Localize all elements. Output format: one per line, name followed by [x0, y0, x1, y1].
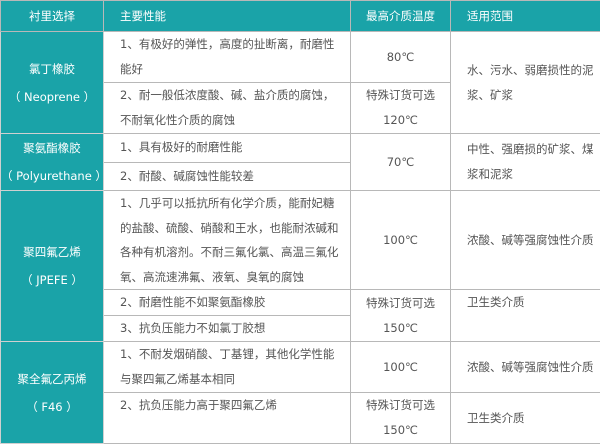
temperature-cell: 100℃	[351, 191, 451, 290]
header-application: 适用范围	[451, 1, 600, 32]
temp-note: 特殊订货可选	[351, 83, 450, 108]
temperature-cell: 70℃	[351, 134, 451, 191]
material-code: （ JPEFE ）	[1, 266, 103, 294]
application-cell: 浓酸、碱等强腐蚀性介质	[451, 191, 600, 290]
property-cell: 2、抗负压能力高于聚四氟乙烯	[104, 393, 351, 444]
property-cell: 1、具有极好的耐磨性能	[104, 134, 351, 163]
table-row: 氯丁橡胶（ Neoprene ） 1、有极好的弹性，高度的扯断离，耐磨性能好 8…	[1, 32, 600, 83]
header-temperature: 最高介质温度	[351, 1, 451, 32]
material-cell: 聚氨酯橡胶（ Polyurethane ）	[1, 134, 104, 191]
material-code: （ F46 ）	[1, 393, 103, 421]
temp-note: 特殊订货可选	[351, 291, 450, 316]
property-cell: 3、抗负压能力不如氯丁胶想	[104, 316, 351, 342]
property-cell: 2、耐酸、碱腐蚀性能较差	[104, 162, 351, 191]
temp-value: 150℃	[351, 418, 450, 443]
table-row: 聚氨酯橡胶（ Polyurethane ） 1、具有极好的耐磨性能 70℃ 中性…	[1, 134, 600, 163]
material-cell: 聚全氟乙丙烯（ F46 ）	[1, 342, 104, 444]
application-cell: 水、污水、弱磨损性的泥浆、矿浆	[451, 32, 600, 134]
material-code: （ Neoprene ）	[1, 83, 103, 111]
material-cell: 聚四氟乙烯（ JPEFE ）	[1, 191, 104, 342]
table-row: 聚四氟乙烯（ JPEFE ） 1、几乎可以抵抗所有化学介质，能耐妃糖的盐酸、硫酸…	[1, 191, 600, 290]
application-cell: 浓酸、碱等强腐蚀性介质	[451, 342, 600, 393]
property-cell: 1、不耐发烟硝酸、丁基锂，其他化学性能与聚四氟乙烯基本相同	[104, 342, 351, 393]
material-cell: 氯丁橡胶（ Neoprene ）	[1, 32, 104, 134]
temperature-cell: 100℃	[351, 342, 451, 393]
property-cell: 1、有极好的弹性，高度的扯断离，耐磨性能好	[104, 32, 351, 83]
temp-note: 特殊订货可选	[351, 393, 450, 418]
material-name: 聚全氟乙丙烯	[1, 365, 103, 393]
application-cell: 中性、强磨损的矿浆、煤浆和泥浆	[451, 134, 600, 191]
temperature-cell: 80℃	[351, 32, 451, 83]
header-row: 衬里选择 主要性能 最高介质温度 适用范围	[1, 1, 600, 32]
material-name: 聚四氟乙烯	[1, 238, 103, 266]
property-cell: 1、几乎可以抵抗所有化学介质，能耐妃糖的盐酸、硫酸、硝酸和王水，也能耐浓碱和各种…	[104, 191, 351, 290]
property-cell: 2、耐磨性能不如聚氨酯橡胶	[104, 290, 351, 316]
header-lining: 衬里选择	[1, 1, 104, 32]
material-name: 聚氨酯橡胶	[1, 134, 103, 162]
material-code: （ Polyurethane ）	[1, 162, 103, 190]
temp-value: 120℃	[351, 108, 450, 133]
header-properties: 主要性能	[104, 1, 351, 32]
property-cell: 2、耐一般低浓度酸、碱、盐介质的腐蚀，不耐氧化性介质的腐蚀	[104, 83, 351, 134]
material-name: 氯丁橡胶	[1, 55, 103, 83]
table-row: 聚全氟乙丙烯（ F46 ） 1、不耐发烟硝酸、丁基锂，其他化学性能与聚四氟乙烯基…	[1, 342, 600, 393]
temp-value: 150℃	[351, 316, 450, 341]
application-cell: 卫生类介质	[451, 290, 600, 342]
application-cell: 卫生类介质	[451, 393, 600, 444]
